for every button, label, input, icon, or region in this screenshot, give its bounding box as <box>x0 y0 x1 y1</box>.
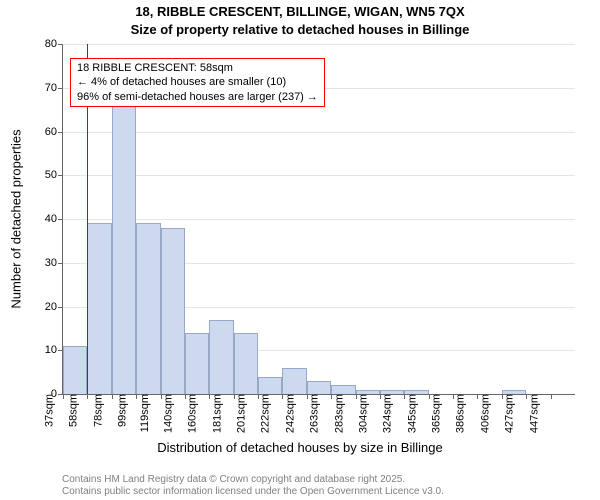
xtick-label: 58sqm <box>62 394 80 427</box>
xtick-label: 99sqm <box>111 394 129 427</box>
xtick-label: 222sqm <box>254 394 272 433</box>
xtick-label: 386sqm <box>449 394 467 433</box>
xtick-label: 37sqm <box>37 394 55 427</box>
histogram-bar <box>307 381 331 394</box>
xtick-label: 160sqm <box>181 394 199 433</box>
histogram-bar <box>87 223 111 394</box>
credit-line: Contains public sector information licen… <box>62 486 444 497</box>
xtick-label: 201sqm <box>229 394 247 433</box>
chart-container: 18, RIBBLE CRESCENT, BILLINGE, WIGAN, WN… <box>0 0 600 500</box>
xtick-label: 324sqm <box>376 394 394 433</box>
xtick-label: 181sqm <box>205 394 223 433</box>
xtick-label: 406sqm <box>473 394 491 433</box>
grid-line <box>63 132 575 133</box>
xtick-mark <box>551 394 552 399</box>
ytick-label: 50 <box>45 169 63 181</box>
xtick-label: 140sqm <box>156 394 174 433</box>
histogram-bar <box>258 377 282 395</box>
ytick-label: 10 <box>45 344 63 356</box>
histogram-bar <box>234 333 258 394</box>
xtick-label: 242sqm <box>278 394 296 433</box>
histogram-bar <box>161 228 185 394</box>
histogram-bar <box>282 368 306 394</box>
ytick-label: 20 <box>45 301 63 313</box>
histogram-bar <box>185 333 209 394</box>
x-axis-label: Distribution of detached houses by size … <box>0 440 600 455</box>
annotation-line: 18 RIBBLE CRESCENT: 58sqm <box>77 61 318 75</box>
grid-line <box>63 175 575 176</box>
ytick-label: 70 <box>45 82 63 94</box>
xtick-label: 283sqm <box>327 394 345 433</box>
chart-title-line2: Size of property relative to detached ho… <box>0 22 600 37</box>
ytick-label: 60 <box>45 126 63 138</box>
annotation-box: 18 RIBBLE CRESCENT: 58sqm ← 4% of detach… <box>70 58 325 107</box>
xtick-label: 119sqm <box>132 394 150 432</box>
histogram-bar <box>112 101 136 394</box>
credit-line: Contains HM Land Registry data © Crown c… <box>62 474 405 485</box>
xtick-label: 447sqm <box>522 394 540 433</box>
histogram-bar <box>331 385 355 394</box>
histogram-bar <box>209 320 233 394</box>
xtick-label: 427sqm <box>498 394 516 433</box>
y-axis-label: Number of detached properties <box>9 129 24 308</box>
ytick-label: 40 <box>45 213 63 225</box>
xtick-label: 365sqm <box>425 394 443 433</box>
xtick-label: 304sqm <box>351 394 369 433</box>
ytick-label: 30 <box>45 257 63 269</box>
grid-line <box>63 219 575 220</box>
annotation-line: 96% of semi-detached houses are larger (… <box>77 90 318 104</box>
ytick-label: 80 <box>45 38 63 50</box>
histogram-bar <box>63 346 87 394</box>
histogram-bar <box>136 223 160 394</box>
chart-title-line1: 18, RIBBLE CRESCENT, BILLINGE, WIGAN, WN… <box>0 4 600 19</box>
xtick-label: 263sqm <box>303 394 321 433</box>
xtick-label: 78sqm <box>86 394 104 427</box>
xtick-label: 345sqm <box>400 394 418 433</box>
annotation-line: ← 4% of detached houses are smaller (10) <box>77 75 318 89</box>
grid-line <box>63 44 575 45</box>
